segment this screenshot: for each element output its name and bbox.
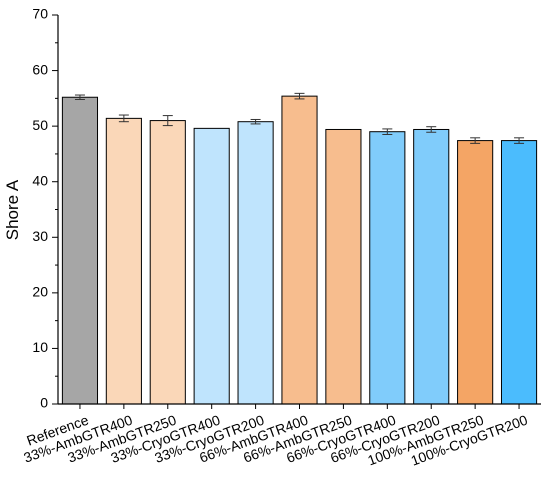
error-bars-group [74,92,525,144]
bars-group [61,95,538,405]
y-axis-title: Shore A [3,179,22,240]
y-tick-label-0: 0 [40,395,48,411]
bar-9 [457,140,494,405]
bar-10 [500,140,538,405]
y-tick-label-50: 50 [32,117,48,133]
y-tick-label-10: 10 [32,339,48,355]
bar-3 [193,127,230,405]
y-tick-label-30: 30 [32,228,48,244]
bar-2 [149,120,186,405]
y-ticks-group: 0 10 20 30 40 50 60 70 [32,6,58,411]
y-tick-label-20: 20 [32,284,48,300]
bar-7 [369,131,406,405]
y-tick-label-40: 40 [32,172,48,188]
x-ticks-group: Reference33%-AmbGTR40033%-AmbGTR25033%-C… [21,404,530,469]
bar-8 [413,128,450,405]
bar-1 [105,117,142,405]
bar-6 [325,128,362,405]
bar-0 [61,96,99,405]
bar-4 [237,121,274,405]
bar-5 [281,95,318,405]
y-tick-label-70: 70 [32,6,48,22]
y-tick-label-60: 60 [32,61,48,77]
